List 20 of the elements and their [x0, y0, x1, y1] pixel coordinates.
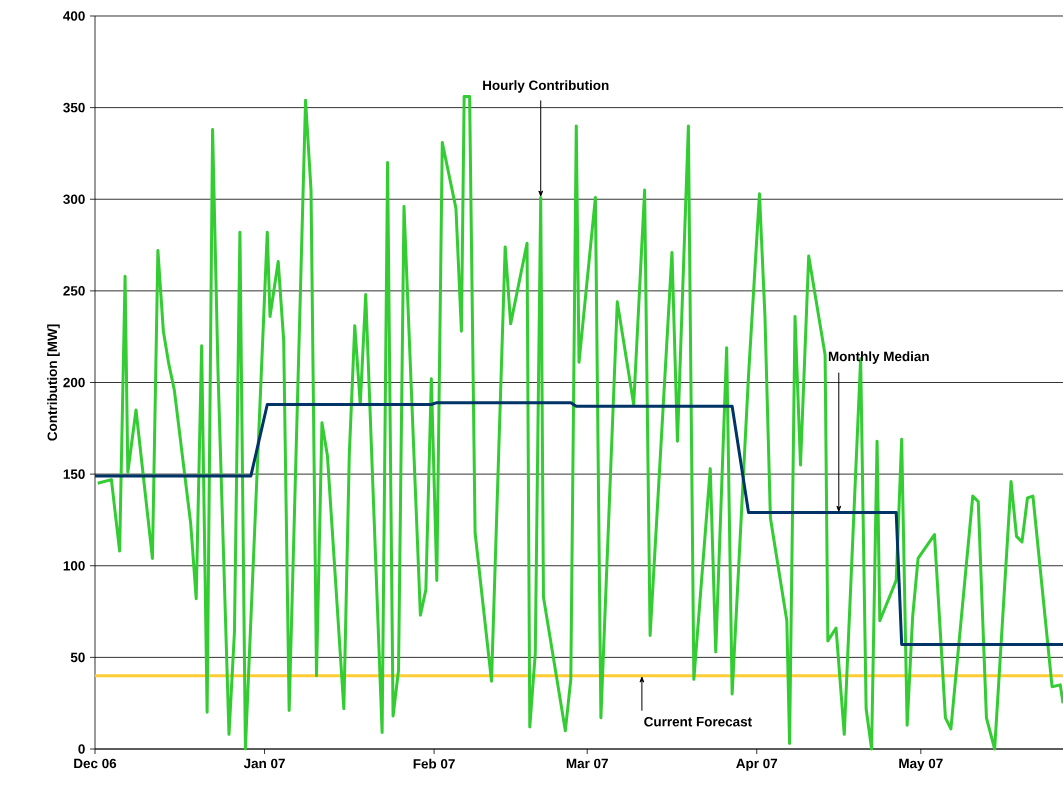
x-tick-label: Jan 07 [243, 758, 285, 769]
y-tick-label: 350 [63, 102, 85, 113]
y-tick-label: 100 [63, 560, 85, 571]
y-tick-label: 400 [63, 11, 85, 21]
y-axis-title: Contribution [MW] [47, 324, 60, 441]
y-tick-label: 0 [78, 744, 85, 754]
y-tick-label: 300 [63, 194, 85, 205]
line-series [93, 401, 1063, 647]
x-tick-label: Mar 07 [566, 758, 608, 769]
y-tick-label: 250 [63, 286, 85, 296]
x-tick-label: Dec 06 [74, 758, 117, 769]
y-tick-label: 200 [63, 377, 85, 388]
y-tick-label: 150 [63, 469, 85, 479]
annotation: Current Forecast [644, 716, 752, 727]
y-tick-label: 50 [70, 652, 85, 663]
annotation: Monthly Median [828, 351, 929, 364]
x-tick-label: Feb 07 [413, 758, 455, 769]
x-tick-label: May 07 [899, 758, 943, 771]
x-tick-label: Apr 07 [736, 758, 778, 771]
annotation: Hourly Contribution [483, 80, 609, 93]
